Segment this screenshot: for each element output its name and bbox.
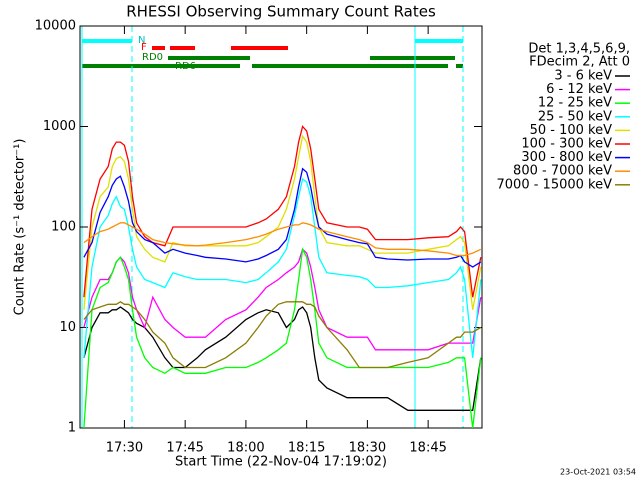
legend-label: 3 - 6 keV (554, 69, 612, 84)
y-axis-label: Count Rate (s⁻¹ detector⁻¹) (13, 139, 28, 316)
plot-lines (83, 125, 482, 428)
series-line (83, 125, 482, 298)
flag-label: RD0 (142, 52, 163, 63)
legend-label: 100 - 300 keV (521, 137, 612, 152)
x-tick-label: 18:30 (349, 441, 386, 456)
footer: 23-Oct-2021 03:54 (560, 468, 636, 477)
y-tick-label: 100 (51, 220, 76, 235)
legend-label: 25 - 50 keV (538, 109, 612, 124)
x-tick-label: 17:45 (166, 441, 203, 456)
y-tick-label: 1 (68, 421, 76, 436)
legend-header: FDecim 2, Att 0 (529, 55, 630, 70)
legend-label: 7000 - 15000 keV (497, 177, 613, 192)
series-line (83, 248, 482, 351)
series-line (83, 167, 482, 268)
x-tick-label: 18:00 (227, 441, 264, 456)
series-line (83, 177, 482, 358)
legend-label: 300 - 800 keV (521, 150, 612, 165)
chart-title: RHESSI Observing Summary Count Rates (126, 3, 436, 21)
series-line (83, 247, 482, 428)
series-line (83, 134, 482, 310)
y-tick-label: 1000 (43, 119, 76, 134)
flag-label: RD6 (175, 61, 196, 72)
series-line (83, 222, 482, 257)
series-line (83, 301, 482, 369)
legend-label: 50 - 100 keV (530, 123, 613, 138)
x-tick-label: 17:30 (106, 441, 143, 456)
x-axis-label: Start Time (22-Nov-04 17:19:02) (175, 455, 387, 470)
legend-label: 6 - 12 keV (546, 82, 612, 97)
flag-label: N (138, 35, 145, 46)
series-line (83, 306, 482, 411)
x-tick-label: 18:15 (288, 441, 325, 456)
x-tick-label: 18:45 (409, 441, 446, 456)
legend-label: 12 - 25 keV (538, 96, 612, 111)
y-tick-label: 10 (59, 320, 76, 335)
legend-label: 800 - 7000 keV (513, 164, 612, 179)
y-tick-label: 10000 (35, 19, 76, 34)
legend-header: Det 1,3,4,5,6,9, (528, 42, 630, 57)
flag-label: F (141, 42, 147, 53)
